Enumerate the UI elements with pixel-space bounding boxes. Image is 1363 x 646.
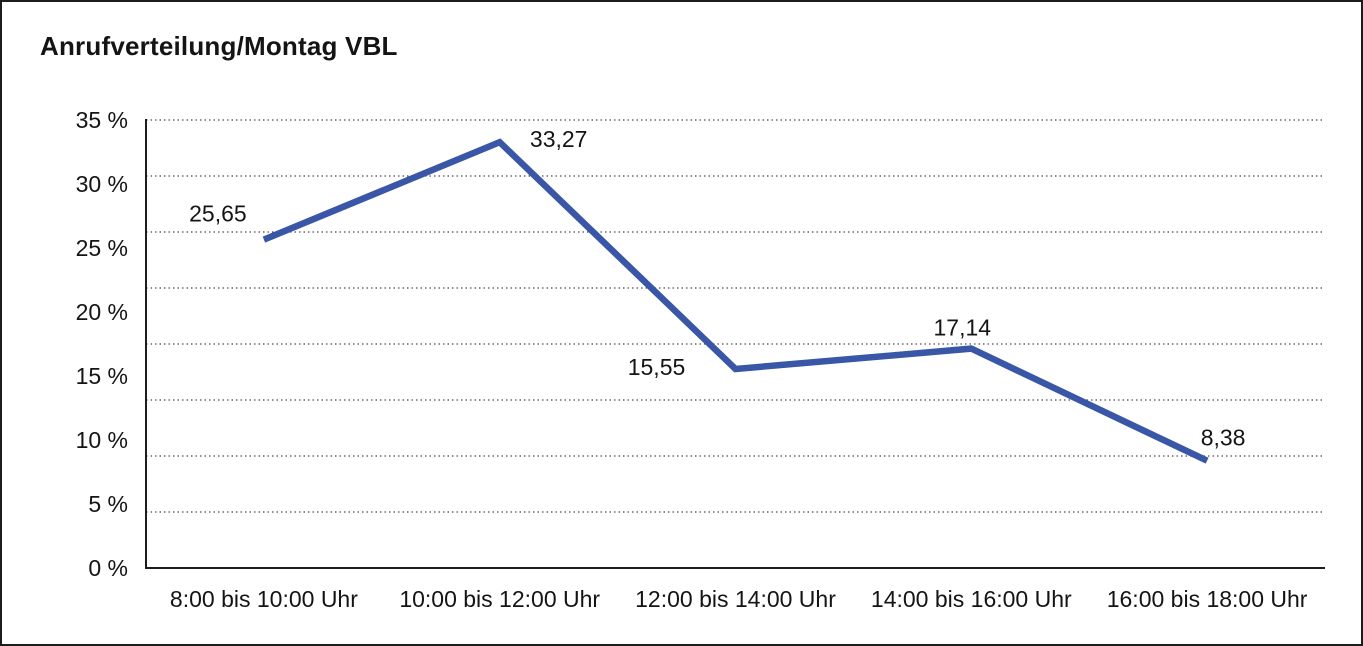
- y-tick-label: 20 %: [76, 299, 128, 325]
- series-line: [262, 138, 1209, 464]
- data-label: 8,38: [1201, 425, 1246, 451]
- x-category-label: 8:00 bis 10:00 Uhr: [170, 586, 358, 612]
- y-tick-label: 10 %: [76, 427, 128, 453]
- x-category-label: 14:00 bis 16:00 Uhr: [871, 586, 1072, 612]
- y-tick-label: 5 %: [88, 491, 128, 517]
- data-label: 25,65: [189, 201, 247, 227]
- y-tick-label: 15 %: [76, 363, 128, 389]
- y-tick-label: 0 %: [88, 555, 128, 581]
- data-label: 33,27: [530, 126, 588, 152]
- x-category-label: 16:00 bis 18:00 Uhr: [1107, 586, 1308, 612]
- x-category-label: 10:00 bis 12:00 Uhr: [399, 586, 600, 612]
- chart-title: Anrufverteilung/Montag VBL: [40, 31, 398, 61]
- data-label: 15,55: [628, 354, 686, 380]
- y-tick-label: 30 %: [76, 171, 128, 197]
- y-tick-label: 35 %: [76, 107, 128, 133]
- data-label: 17,14: [934, 315, 992, 341]
- x-category-label: 12:00 bis 14:00 Uhr: [635, 586, 836, 612]
- y-tick-label: 25 %: [76, 235, 128, 261]
